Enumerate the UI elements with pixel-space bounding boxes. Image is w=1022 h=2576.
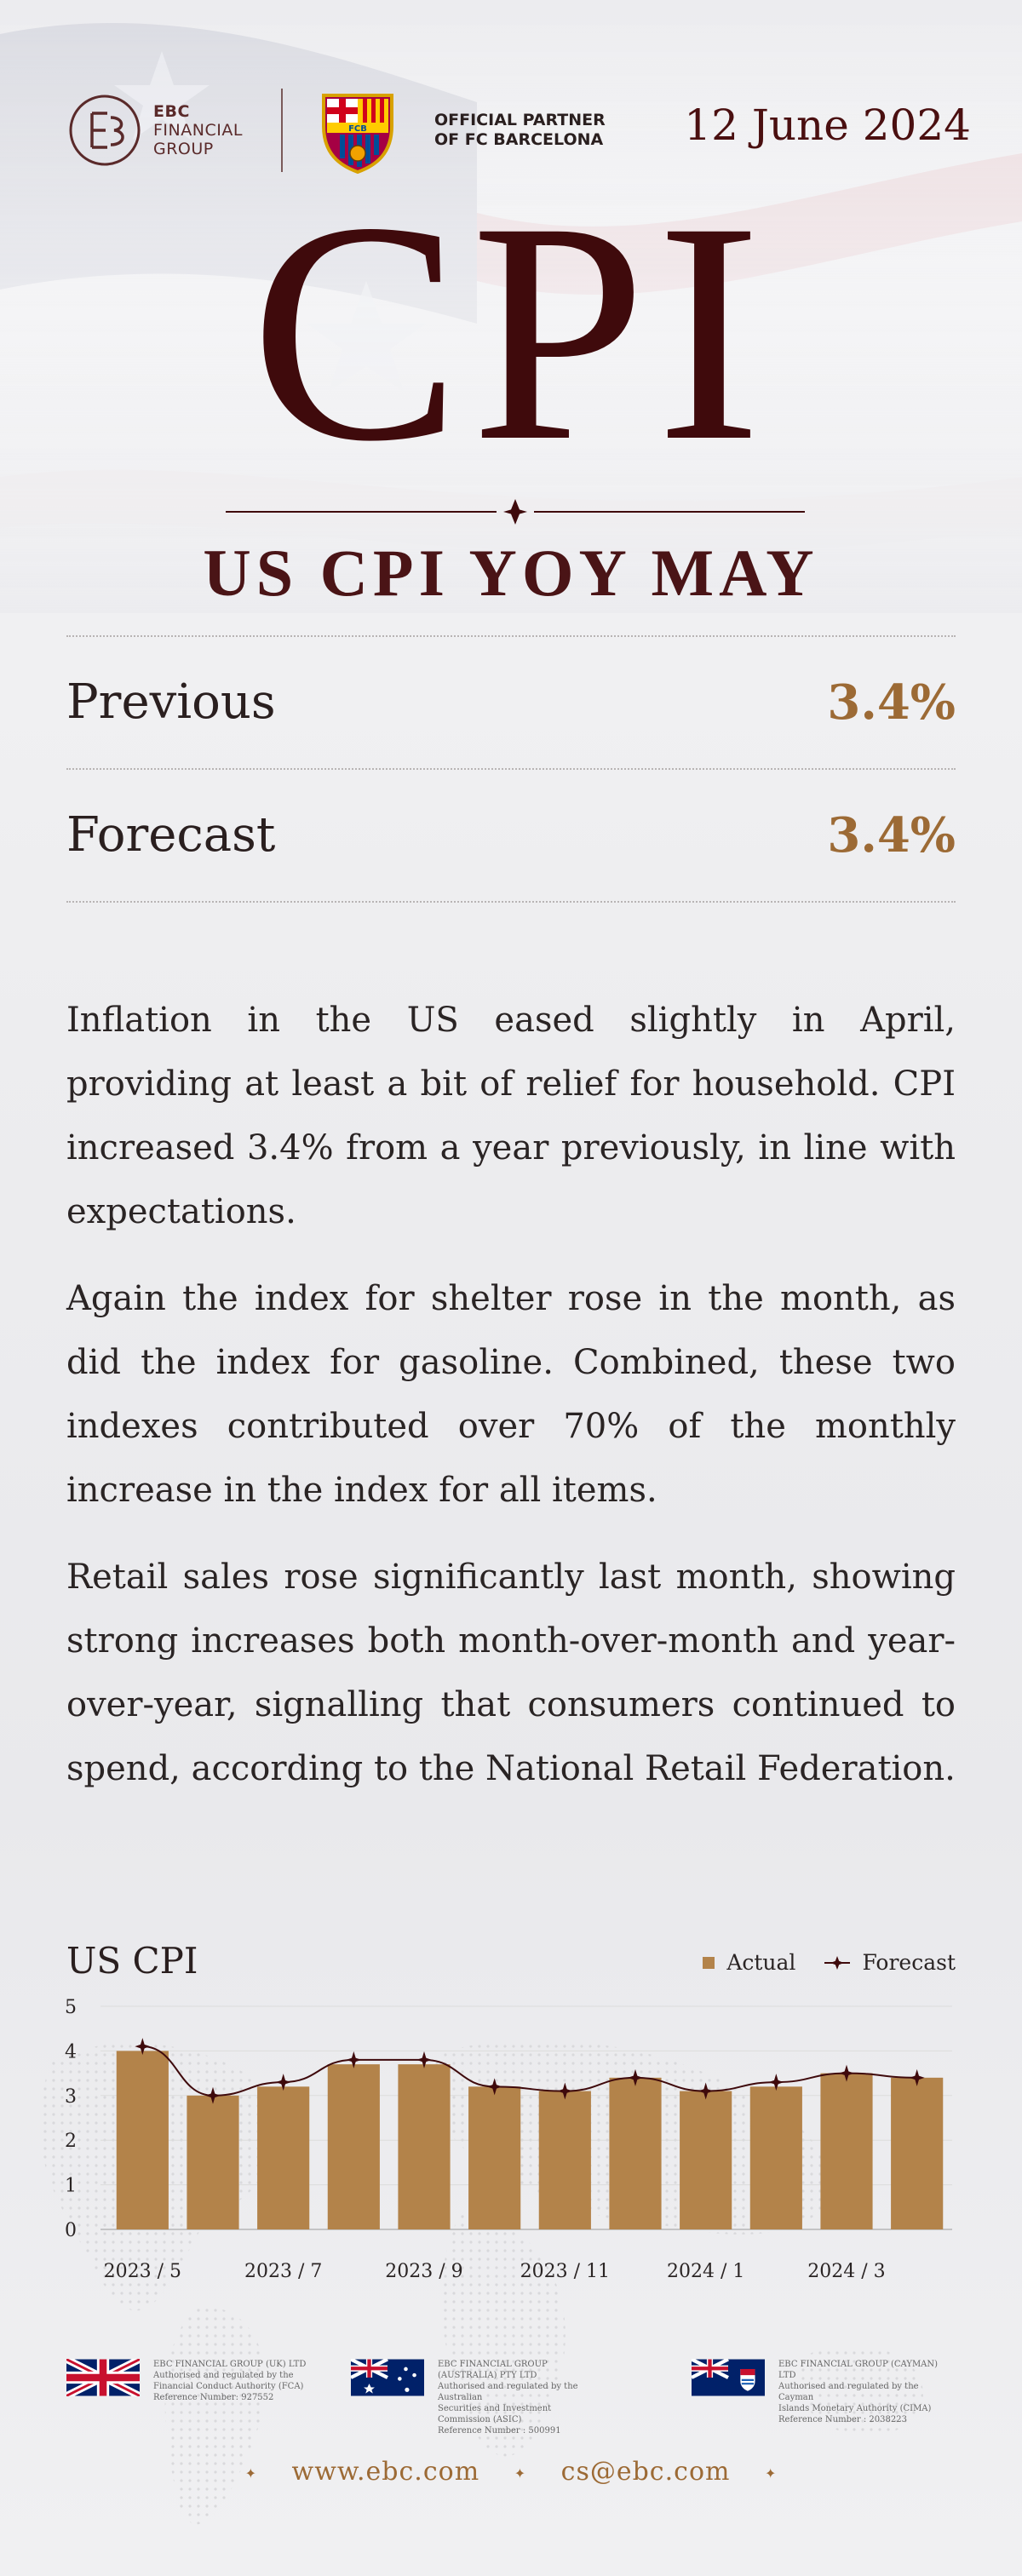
page-title: CPI: [250, 158, 772, 507]
forecast-point: [839, 2070, 854, 2076]
ebc-brand-text: EBC FINANCIAL GROUP: [153, 102, 243, 158]
previous-label: Previous: [66, 674, 276, 730]
x-tick-label: 2023 / 5: [104, 2261, 181, 2282]
regulator-text: EBC FINANCIAL GROUP (UK) LTD Authorised …: [153, 2359, 315, 2403]
bar-actual: [468, 2086, 521, 2229]
cayman-flag-icon: [692, 2359, 765, 2396]
forecast-point: [416, 2057, 432, 2063]
y-tick-label: 0: [65, 2220, 77, 2241]
regulator-line: EBC FINANCIAL GROUP (UK) LTD: [153, 2360, 307, 2369]
x-tick-label: 2023 / 9: [385, 2261, 462, 2282]
regulator-line: Reference Number : 2038223: [778, 2415, 907, 2424]
report-date: 12 June 2024: [684, 100, 971, 150]
bar-actual: [609, 2077, 662, 2229]
partner-line1: OFFICIAL PARTNER: [434, 111, 606, 129]
forecast-point: [768, 2080, 784, 2085]
divider-line: [66, 635, 956, 637]
email-link[interactable]: cs@ebc.com: [560, 2457, 731, 2487]
bar-actual: [116, 2051, 169, 2229]
website-link[interactable]: www.ebc.com: [291, 2457, 480, 2487]
forecast-point: [486, 2084, 502, 2090]
bar-actual: [327, 2064, 380, 2229]
star-icon: ✦: [765, 2464, 778, 2481]
paragraph: Retail sales rose significantly last mon…: [66, 1558, 956, 1788]
x-tick-label: 2023 / 11: [520, 2261, 610, 2282]
previous-value: 3.4%: [827, 674, 956, 731]
brand-line1: EBC: [153, 102, 190, 121]
partner-line2: OF FC BARCELONA: [434, 130, 604, 149]
regulator-uk: EBC FINANCIAL GROUP (UK) LTD Authorised …: [66, 2359, 315, 2403]
star-icon: ✦: [514, 2464, 527, 2481]
legend-forecast-label: Forecast: [862, 1950, 956, 1975]
fc-barcelona-crest-icon: FCB: [322, 94, 393, 174]
bar-actual: [749, 2086, 802, 2229]
y-tick-label: 5: [65, 1997, 77, 2018]
title-ornament-divider: [226, 499, 805, 525]
regulator-australia: EBC FINANCIAL GROUP (AUSTRALIA) PTY LTD …: [351, 2359, 600, 2436]
regulator-line: Authorised and regulated by the Australi…: [438, 2382, 578, 2402]
y-tick-label: 3: [65, 2086, 77, 2108]
regulator-text: EBC FINANCIAL GROUP (AUSTRALIA) PTY LTD …: [438, 2359, 600, 2436]
crest-text: FCB: [348, 124, 367, 134]
paragraph: Again the index for shelter rose in the …: [66, 1279, 956, 1510]
ebc-logo-icon: [69, 95, 141, 166]
forecast-point: [909, 2074, 925, 2080]
bar-actual: [680, 2091, 732, 2229]
brand-line2: FINANCIAL: [153, 121, 243, 140]
regulator-line: EBC FINANCIAL GROUP (CAYMAN) LTD: [778, 2360, 939, 2380]
legend-forecast-marker-icon: [824, 1955, 851, 1970]
regulator-text: EBC FINANCIAL GROUP (CAYMAN) LTD Authori…: [778, 2359, 940, 2425]
brand-line3: GROUP: [153, 140, 214, 158]
forecast-point: [275, 2080, 291, 2085]
regulator-cayman: EBC FINANCIAL GROUP (CAYMAN) LTD Authori…: [692, 2359, 940, 2425]
legend-actual-label: Actual: [726, 1950, 796, 1975]
forecast-point: [135, 2044, 151, 2050]
forecast-point: [698, 2088, 714, 2094]
bar-actual: [538, 2091, 591, 2229]
page-subtitle: US CPI YOY MAY: [203, 536, 819, 610]
regulator-line: Reference Number : 500991: [438, 2426, 561, 2435]
chart-legend: Actual Forecast: [703, 1950, 956, 1975]
divider-line: [66, 901, 956, 903]
regulator-line: Financial Conduct Authority (FCA): [153, 2382, 304, 2391]
forecast-point: [346, 2057, 362, 2063]
legend-actual-swatch: [703, 1956, 715, 1969]
partner-text: OFFICIAL PARTNER OF FC BARCELONA: [434, 111, 606, 150]
forecast-point: [628, 2074, 643, 2080]
bar-actual: [398, 2064, 451, 2229]
forecast-point: [205, 2092, 221, 2098]
y-tick-label: 4: [65, 2041, 77, 2063]
regulator-line: Authorised and regulated by the: [153, 2371, 294, 2380]
bar-actual: [257, 2086, 310, 2229]
x-tick-label: 2023 / 7: [244, 2261, 322, 2282]
regulator-line: Reference Number: 927552: [153, 2393, 274, 2402]
divider-line: [66, 768, 956, 770]
forecast-point: [557, 2088, 573, 2094]
regulator-line: Securities and Investment Commission (AS…: [438, 2404, 552, 2424]
y-tick-label: 2: [65, 2131, 77, 2152]
uk-flag-icon: [66, 2359, 140, 2396]
regulator-line: Authorised and regulated by the Cayman: [778, 2382, 919, 2402]
header-divider: [281, 89, 283, 172]
australia-flag-icon: [351, 2359, 424, 2396]
bar-actual: [820, 2073, 873, 2229]
contact-bar: ✦ www.ebc.com ✦ cs@ebc.com ✦: [0, 2457, 1022, 2487]
x-tick-label: 2024 / 3: [807, 2261, 885, 2282]
x-tick-label: 2024 / 1: [667, 2261, 744, 2282]
us-cpi-chart: 0 1 2 3 4 5 2023 / 5 2023 / 7 2023 / 9 2023 / 11 2…: [65, 1997, 952, 2282]
chart-title: US CPI: [66, 1940, 198, 1982]
forecast-value: 3.4%: [827, 807, 956, 863]
y-tick-label: 1: [65, 2176, 77, 2197]
regulator-line: Islands Monetary Authority (CIMA): [778, 2404, 932, 2413]
forecast-label: Forecast: [66, 807, 276, 863]
bar-actual: [187, 2095, 239, 2229]
paragraph: Inflation in the US eased slightly in Ap…: [66, 1001, 956, 1231]
bar-actual: [891, 2077, 944, 2229]
regulator-line: EBC FINANCIAL GROUP (AUSTRALIA) PTY LTD: [438, 2360, 548, 2380]
star-icon: ✦: [244, 2464, 257, 2481]
